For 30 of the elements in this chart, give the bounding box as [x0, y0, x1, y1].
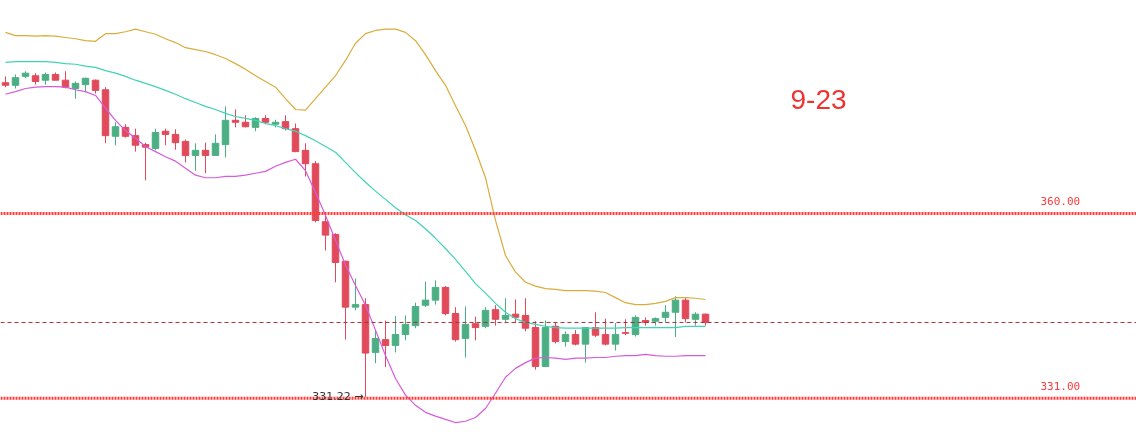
ref-line-label: 360.00 — [1040, 195, 1081, 209]
candlestick — [191, 142, 200, 172]
candlestick — [201, 142, 210, 174]
candlestick — [211, 133, 220, 156]
candlestick — [351, 277, 360, 311]
candlestick — [501, 297, 510, 323]
candlestick — [471, 316, 480, 341]
candlestick — [151, 128, 160, 151]
text: 9-23 — [790, 83, 847, 115]
candlestick — [491, 304, 500, 327]
candlestick — [411, 302, 420, 329]
annotation: 331.22 → — [312, 390, 364, 404]
candlestick — [181, 138, 190, 163]
candlestick — [401, 314, 410, 341]
candlestick — [171, 128, 180, 151]
candlestick — [381, 320, 390, 368]
candlestick — [431, 279, 440, 306]
candlestick — [321, 214, 330, 251]
candlestick — [671, 295, 680, 338]
candlestick — [611, 322, 620, 352]
candlestick — [421, 281, 430, 308]
ref-line-label: 331.00 — [1040, 380, 1081, 394]
candlestick — [601, 318, 610, 346]
candlestick — [371, 329, 380, 364]
candlestick — [111, 121, 120, 146]
candlestick — [581, 327, 590, 364]
candlestick — [391, 315, 400, 353]
candlestick — [681, 297, 690, 323]
candlestick — [301, 142, 310, 177]
candlestick — [461, 306, 470, 359]
